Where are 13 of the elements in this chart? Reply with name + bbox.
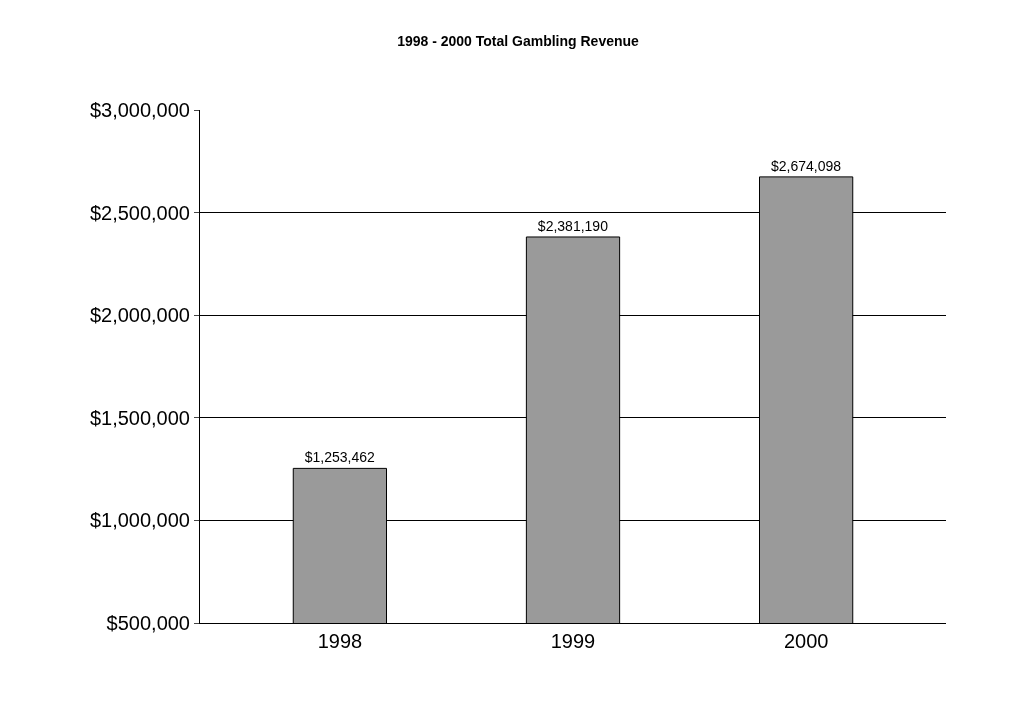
y-tick-label: $3,000,000 (89, 99, 190, 121)
x-tick-label: 1999 (550, 630, 596, 652)
x-tick-label: 1998 (317, 630, 363, 652)
y-tick-label: $1,000,000 (89, 509, 190, 532)
data-label: $2,381,190 (537, 217, 609, 234)
y-tick-label: $1,500,000 (89, 406, 190, 429)
chart-title: 1998 - 2000 Total Gambling Revenue (397, 32, 640, 49)
y-tick-label: $2,500,000 (89, 201, 190, 224)
y-tick-label: $500,000 (106, 612, 190, 634)
y-tick-label: $2,000,000 (89, 304, 190, 327)
data-label: $1,253,462 (304, 449, 376, 466)
x-tick-label: 2000 (783, 630, 829, 652)
data-label: $2,674,098 (770, 157, 842, 174)
